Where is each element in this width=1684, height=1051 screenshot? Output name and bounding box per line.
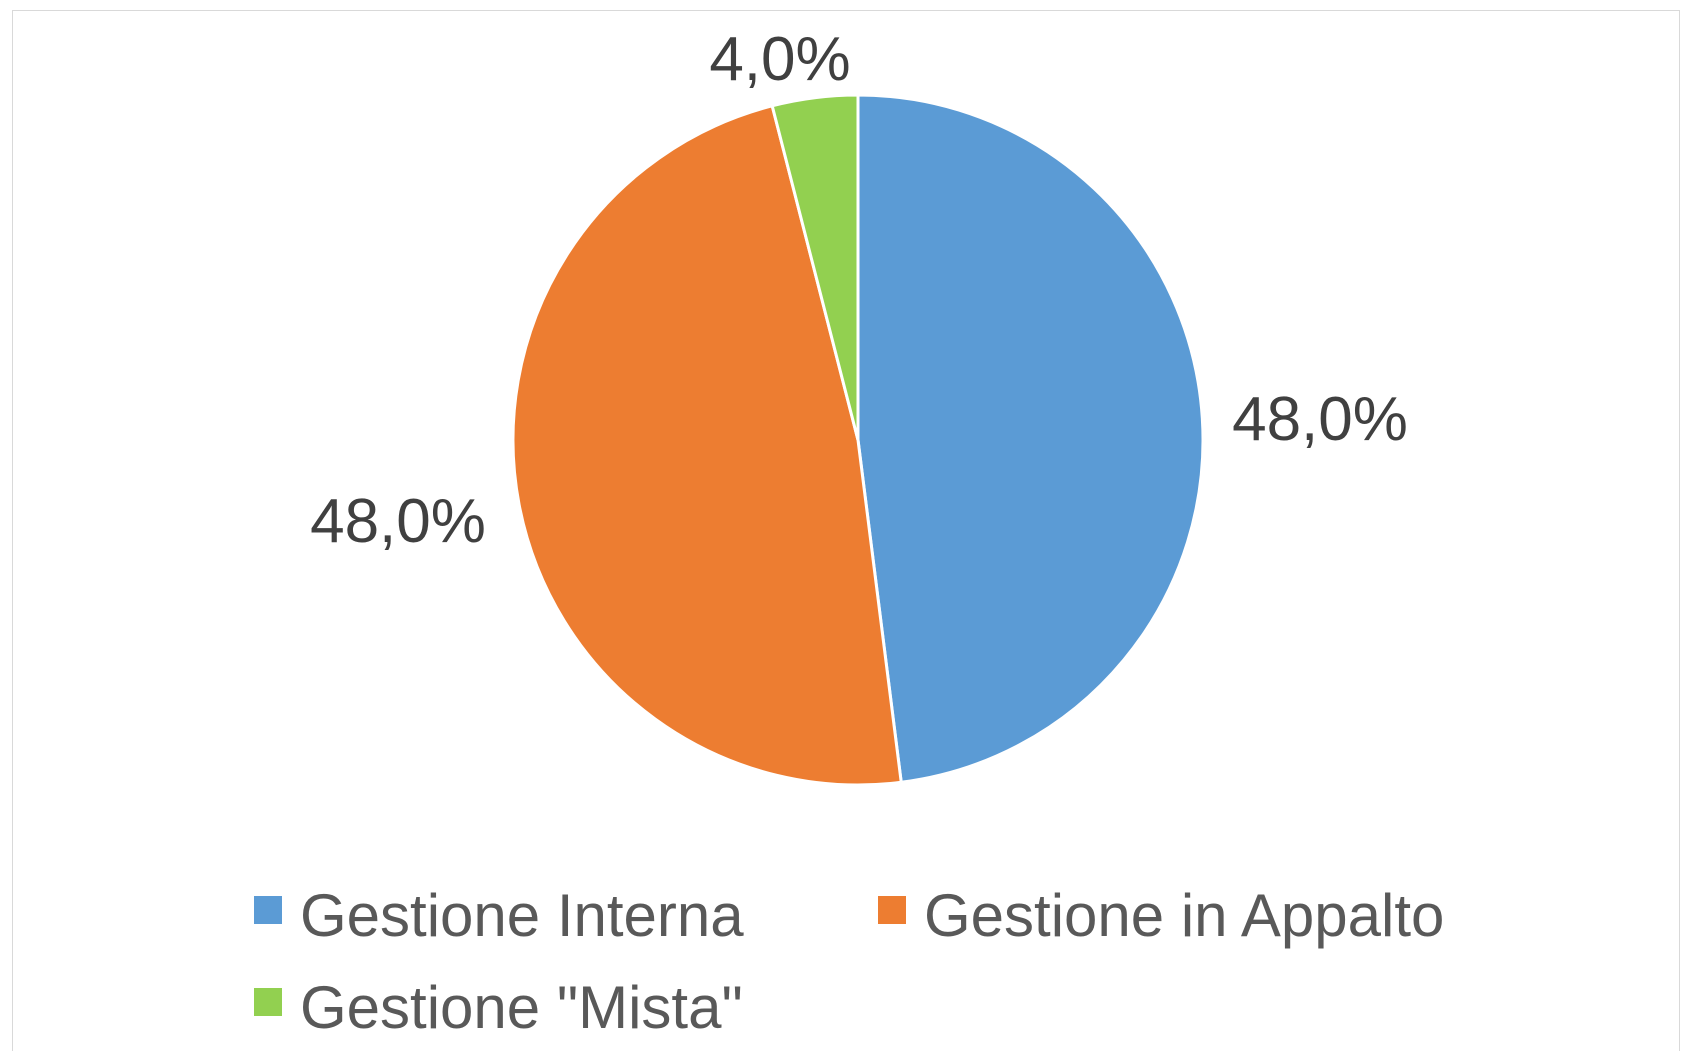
pie-slice-gestione-mista bbox=[770, 93, 860, 441]
legend-label-gestione-in-appalto: Gestione in Appalto bbox=[924, 882, 1444, 949]
data-labels: 48,0% 48,0% 4,0% bbox=[310, 25, 1408, 556]
legend-label-gestione-interna: Gestione Interna bbox=[300, 882, 744, 949]
data-label-gestione-mista: 4,0% bbox=[709, 25, 850, 94]
legend-swatch-gestione-mista bbox=[254, 988, 282, 1016]
legend: Gestione Interna Gestione in Appalto Ges… bbox=[254, 882, 1444, 1041]
pie-slice-gestione-in-appalto bbox=[511, 104, 903, 787]
legend-item-gestione-mista: Gestione "Mista" bbox=[254, 974, 743, 1041]
data-label-gestione-in-appalto: 48,0% bbox=[310, 487, 486, 556]
legend-label-gestione-mista: Gestione "Mista" bbox=[300, 974, 743, 1041]
legend-swatch-gestione-in-appalto bbox=[878, 896, 906, 924]
legend-item-gestione-in-appalto: Gestione in Appalto bbox=[878, 882, 1444, 949]
legend-swatch-gestione-interna bbox=[254, 896, 282, 924]
legend-item-gestione-interna: Gestione Interna bbox=[254, 882, 744, 949]
pie-slices bbox=[511, 93, 1205, 787]
data-label-gestione-interna: 48,0% bbox=[1232, 385, 1408, 454]
pie-slice-gestione-interna bbox=[856, 93, 1205, 784]
